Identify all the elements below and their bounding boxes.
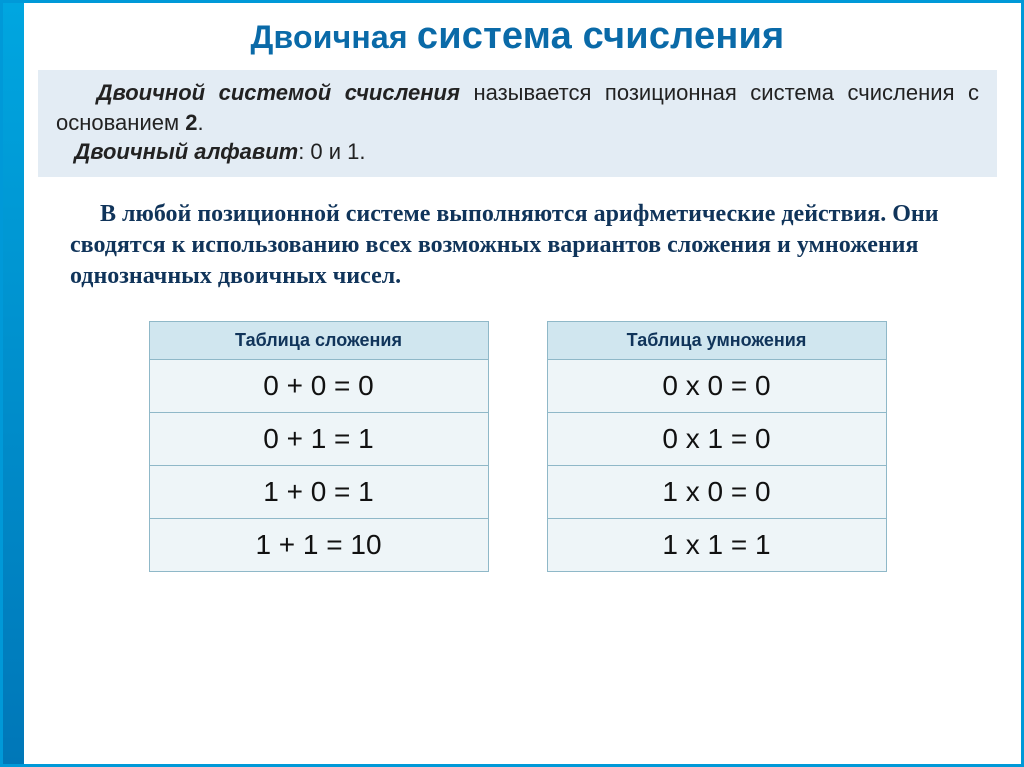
slide-content: Двоичная система счисления Двоичной сист…	[24, 3, 1021, 764]
def-term-1: Двоичной системой счисления	[97, 80, 460, 105]
table-row: 0 + 1 = 1	[149, 412, 488, 465]
page-title: Двоичная система счисления	[42, 15, 993, 58]
table-row: 0 х 1 = 0	[547, 412, 886, 465]
table-row: 0 + 0 = 0	[149, 359, 488, 412]
multiplication-table-header: Таблица умножения	[547, 321, 886, 359]
title-part-1: Двоичная	[251, 19, 417, 55]
def-term-2: Двоичный алфавит	[74, 139, 298, 164]
table-row: 1 х 0 = 0	[547, 465, 886, 518]
body-text: В любой позиционной системе выполняются …	[70, 201, 939, 289]
table-row: 1 + 0 = 1	[149, 465, 488, 518]
def-base: 2	[185, 110, 197, 135]
addition-table-header: Таблица сложения	[149, 321, 488, 359]
table-row: 0 х 0 = 0	[547, 359, 886, 412]
multiplication-table: Таблица умножения 0 х 0 = 0 0 х 1 = 0 1 …	[547, 321, 887, 572]
left-accent-stripe	[3, 3, 24, 764]
table-row: 1 + 1 = 10	[149, 518, 488, 571]
def-text-2: : 0 и 1.	[298, 139, 365, 164]
def-period: .	[197, 110, 203, 135]
table-row: 1 х 1 = 1	[547, 518, 886, 571]
tables-row: Таблица сложения 0 + 0 = 0 0 + 1 = 1 1 +…	[42, 321, 993, 572]
definition-box: Двоичной системой счисления называется п…	[38, 70, 997, 177]
addition-table: Таблица сложения 0 + 0 = 0 0 + 1 = 1 1 +…	[149, 321, 489, 572]
body-paragraph: В любой позиционной системе выполняются …	[42, 195, 993, 293]
title-part-2: система счисления	[417, 15, 785, 57]
